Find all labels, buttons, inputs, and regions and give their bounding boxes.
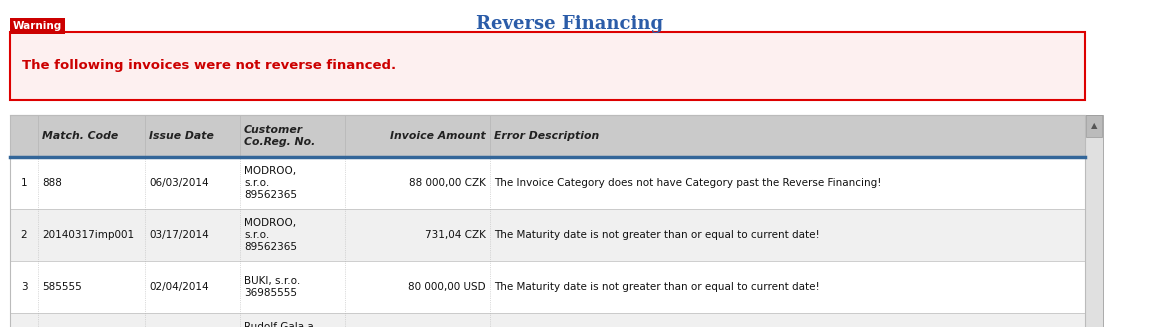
Text: 03/17/2014: 03/17/2014 xyxy=(149,230,208,240)
Bar xyxy=(11,261,1085,313)
Bar xyxy=(11,32,1085,100)
Text: Rudolf Gala a
syn
12345678: Rudolf Gala a syn 12345678 xyxy=(245,322,314,327)
Text: MODROO,
s.r.o.
89562365: MODROO, s.r.o. 89562365 xyxy=(245,218,297,252)
Bar xyxy=(11,115,1085,327)
Text: 3: 3 xyxy=(21,282,27,292)
Bar xyxy=(11,115,1085,157)
Bar xyxy=(1085,115,1103,327)
Text: 1: 1 xyxy=(21,178,27,188)
Text: ▲: ▲ xyxy=(1090,122,1097,130)
Bar xyxy=(1086,115,1102,137)
Text: Invoice Amount: Invoice Amount xyxy=(391,131,486,141)
Text: 2: 2 xyxy=(21,230,27,240)
Text: Reverse Financing: Reverse Financing xyxy=(476,15,663,33)
Text: 20140317imp001: 20140317imp001 xyxy=(42,230,135,240)
Text: 888: 888 xyxy=(42,178,62,188)
Text: 88 000,00 CZK: 88 000,00 CZK xyxy=(410,178,486,188)
Text: 80 000,00 USD: 80 000,00 USD xyxy=(408,282,486,292)
Text: Customer
Co.Reg. No.: Customer Co.Reg. No. xyxy=(245,125,315,147)
Text: 02/04/2014: 02/04/2014 xyxy=(149,282,208,292)
Text: Warning: Warning xyxy=(13,21,62,31)
Bar xyxy=(11,157,1085,209)
Text: The Maturity date is not greater than or equal to current date!: The Maturity date is not greater than or… xyxy=(494,230,820,240)
Text: The Invoice Category does not have Category past the Reverse Financing!: The Invoice Category does not have Categ… xyxy=(494,178,881,188)
Text: 06/03/2014: 06/03/2014 xyxy=(149,178,208,188)
Text: The following invoices were not reverse financed.: The following invoices were not reverse … xyxy=(22,60,397,73)
Bar xyxy=(11,209,1085,261)
Text: Error Description: Error Description xyxy=(494,131,599,141)
Text: 585555: 585555 xyxy=(42,282,82,292)
Text: Match. Code: Match. Code xyxy=(42,131,118,141)
Bar xyxy=(11,313,1085,327)
Text: MODROO,
s.r.o.
89562365: MODROO, s.r.o. 89562365 xyxy=(245,166,297,200)
Text: BUKI, s.r.o.
36985555: BUKI, s.r.o. 36985555 xyxy=(245,276,301,298)
Text: The Maturity date is not greater than or equal to current date!: The Maturity date is not greater than or… xyxy=(494,282,820,292)
Text: Issue Date: Issue Date xyxy=(149,131,214,141)
Bar xyxy=(11,18,66,34)
Text: 731,04 CZK: 731,04 CZK xyxy=(425,230,486,240)
